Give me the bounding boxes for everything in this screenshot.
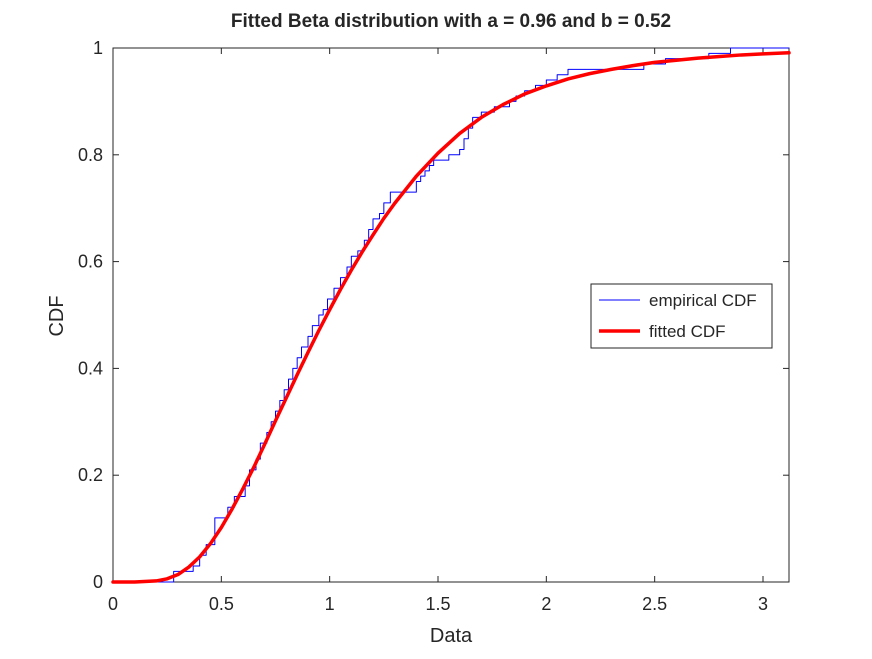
y-tick-label: 0.6 [78,252,103,272]
legend-label-empirical-cdf: empirical CDF [649,291,757,310]
chart-title: Fitted Beta distribution with a = 0.96 a… [231,11,671,32]
legend-box [590,283,773,349]
x-tick-label: 1 [325,594,335,614]
legend: empirical CDF fitted CDF [590,283,773,349]
x-tick-label: 2.5 [642,594,667,614]
y-axis-label: CDF [46,295,68,336]
x-tick-label: 0 [108,594,118,614]
y-tick-label: 0 [93,572,103,592]
x-tick-label: 1.5 [425,594,450,614]
x-tick-label: 0.5 [209,594,234,614]
y-tick-label: 0.2 [78,465,103,485]
x-axis-label: Data [430,625,473,647]
y-tick-label: 1 [93,38,103,58]
legend-label-fitted-cdf: fitted CDF [649,322,726,341]
x-tick-label: 2 [541,594,551,614]
y-tick-label: 0.4 [78,358,103,378]
y-tick-label: 0.8 [78,145,103,165]
x-tick-label: 3 [758,594,768,614]
series-fitted-cdf-line [111,51,791,584]
